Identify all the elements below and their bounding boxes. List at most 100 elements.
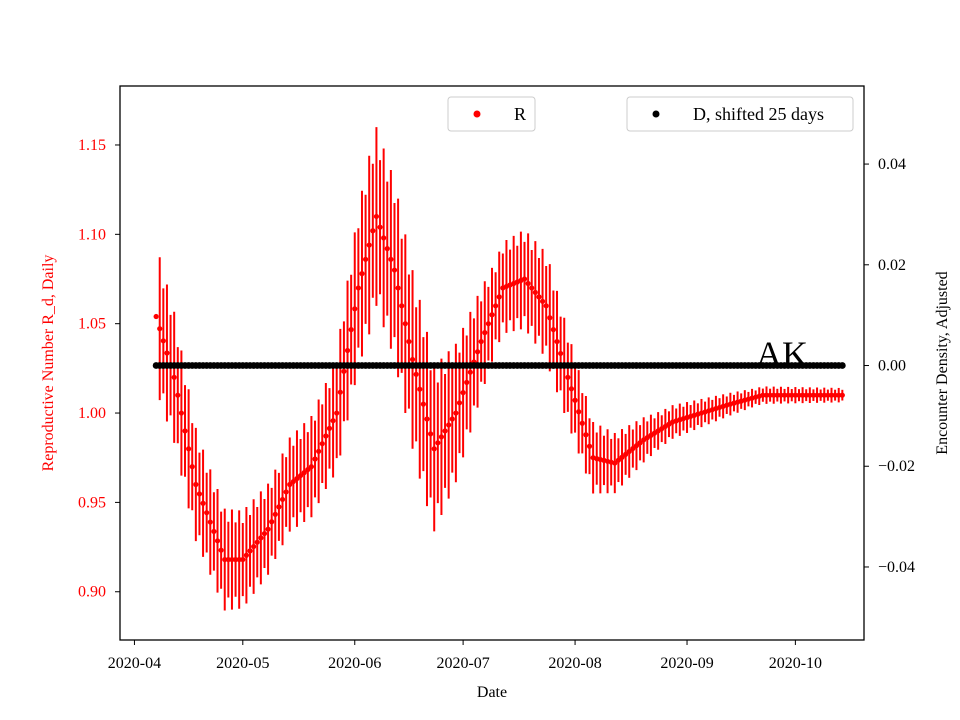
r-point — [493, 303, 499, 309]
r-point — [229, 556, 235, 563]
right-y-tick-label: −0.02 — [878, 458, 915, 475]
x-tick-label: 2020-08 — [548, 655, 601, 672]
r-point — [153, 313, 159, 320]
r-point — [384, 246, 390, 252]
r-point — [778, 392, 784, 398]
r-point — [807, 392, 813, 398]
legend-d-box — [626, 96, 854, 132]
r-point — [586, 443, 593, 449]
r-point — [243, 552, 250, 558]
r-point — [391, 267, 398, 273]
r-point — [525, 280, 531, 287]
r-point — [467, 369, 473, 375]
r-point — [287, 481, 293, 488]
r-point — [623, 451, 629, 457]
r-point — [160, 338, 166, 344]
d-point — [838, 362, 846, 369]
r-point — [554, 338, 560, 345]
r-point — [204, 510, 210, 516]
r-point — [821, 392, 827, 398]
legend-r-box — [447, 96, 536, 132]
r-point — [810, 392, 817, 398]
r-point — [485, 321, 491, 327]
r-point — [619, 454, 625, 460]
state-annotation: AK — [756, 334, 808, 374]
r-point — [316, 448, 322, 454]
r-point — [164, 350, 170, 356]
r-point — [539, 298, 546, 304]
r-point — [565, 374, 571, 380]
x-tick-label: 2020-07 — [436, 655, 489, 672]
r-point — [406, 338, 412, 345]
r-point — [789, 392, 795, 398]
r-point — [381, 235, 387, 241]
r-point — [464, 379, 470, 386]
r-point — [366, 242, 372, 248]
left-y-tick-label: 1.05 — [78, 316, 106, 333]
r-point — [319, 441, 325, 447]
r-point — [175, 392, 181, 398]
r-point — [388, 256, 394, 262]
r-point — [836, 392, 842, 398]
r-point — [637, 440, 643, 446]
r-point — [774, 392, 780, 398]
r-point — [532, 289, 538, 296]
r-point — [352, 306, 358, 312]
r-point — [576, 409, 582, 415]
x-tick-label: 2020-04 — [108, 655, 161, 672]
x-tick-label: 2020-09 — [660, 655, 713, 672]
r-point — [402, 321, 408, 327]
r-point — [818, 392, 824, 398]
r-point — [453, 410, 459, 416]
r-point — [276, 504, 282, 510]
legend-d-marker — [652, 110, 660, 118]
r-point — [785, 392, 791, 398]
x-tick-label: 2020-05 — [216, 655, 269, 672]
r-point — [294, 475, 300, 482]
r-point — [240, 556, 246, 563]
r-point — [254, 539, 260, 545]
r-point — [344, 347, 351, 354]
axes-frame — [119, 85, 865, 641]
r-point — [189, 464, 195, 470]
r-point — [612, 460, 618, 466]
left-y-tick-label: 0.95 — [78, 494, 106, 511]
r-point — [583, 432, 589, 438]
r-point — [796, 392, 802, 398]
r-point — [449, 416, 455, 422]
r-point — [370, 228, 376, 234]
r-point — [272, 511, 278, 517]
r-point — [442, 428, 448, 434]
x-tick-label: 2020-06 — [328, 655, 381, 672]
r-point — [232, 556, 239, 563]
r-point — [251, 543, 257, 550]
r-point — [247, 548, 253, 554]
r-point — [196, 491, 203, 497]
r-point — [771, 392, 777, 398]
r-point — [420, 401, 426, 407]
plot-area — [152, 127, 846, 611]
r-point — [186, 446, 192, 452]
r-point — [431, 446, 437, 452]
left-y-tick-label: 1.00 — [78, 405, 106, 422]
r-point — [265, 526, 271, 532]
r-point — [547, 315, 553, 321]
r-point — [417, 386, 423, 392]
r-point — [337, 389, 343, 395]
r-point — [359, 271, 365, 277]
r-point — [182, 428, 188, 434]
r-point — [225, 556, 231, 563]
r-point — [626, 448, 632, 455]
r-point — [301, 470, 307, 476]
r-point — [529, 285, 535, 291]
r-point — [460, 390, 466, 396]
r-point — [399, 303, 405, 309]
r-point — [222, 556, 228, 563]
r-point — [828, 392, 835, 398]
r-point — [236, 556, 242, 563]
r-point — [456, 400, 463, 406]
r-point — [435, 440, 441, 446]
r-point — [373, 213, 380, 220]
r-point — [792, 392, 798, 398]
